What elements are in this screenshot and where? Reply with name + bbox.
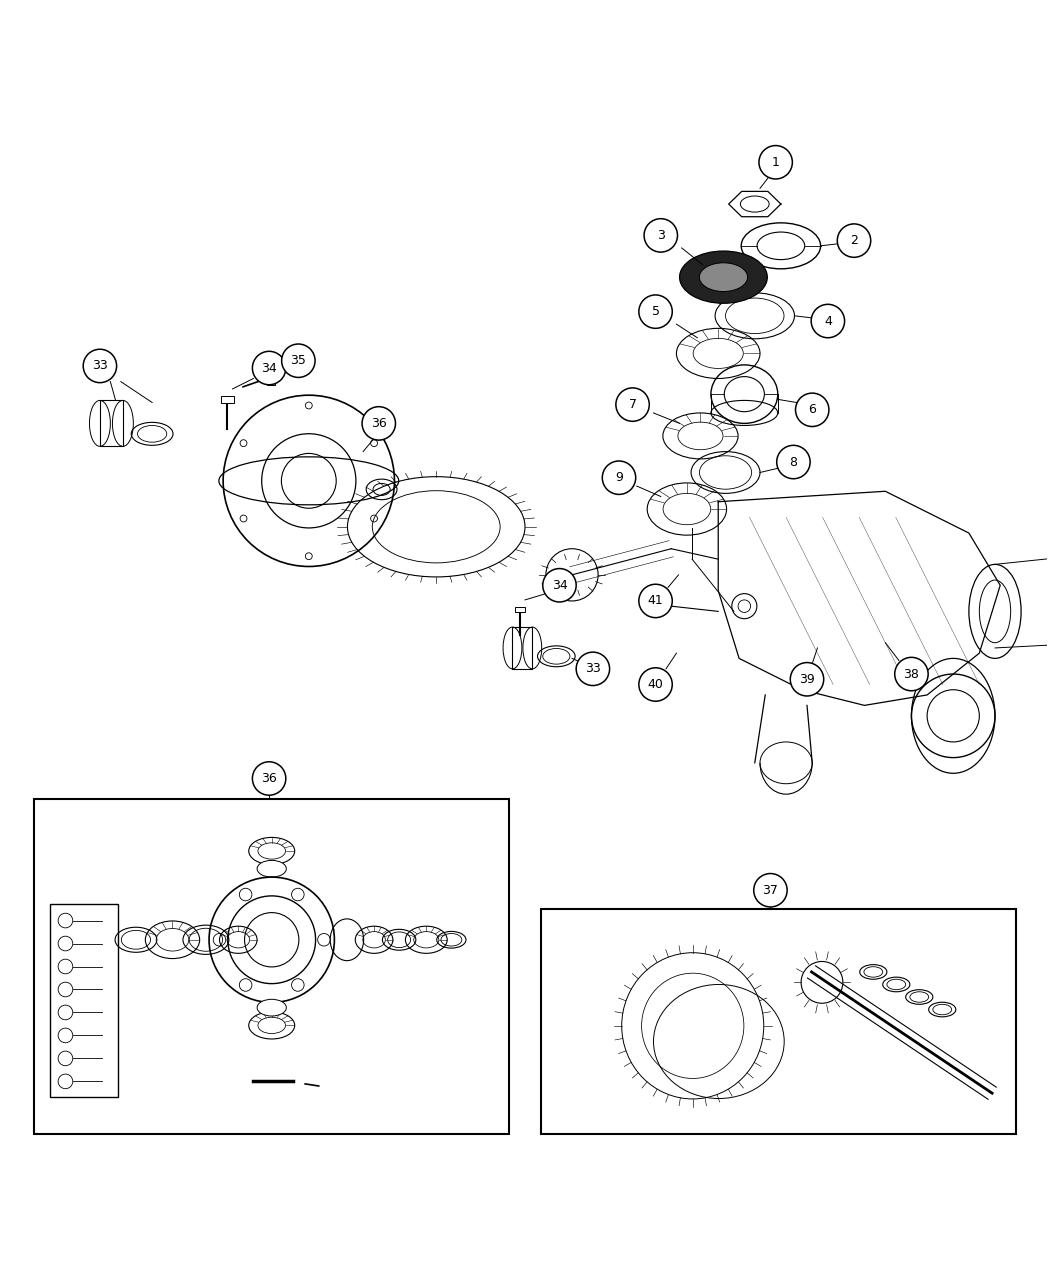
Circle shape — [759, 145, 793, 178]
Text: 34: 34 — [551, 579, 567, 592]
Circle shape — [83, 349, 117, 382]
Text: 9: 9 — [615, 472, 623, 484]
Ellipse shape — [679, 251, 768, 303]
Circle shape — [777, 445, 811, 478]
Bar — [34, 799, 509, 1133]
Circle shape — [638, 668, 672, 701]
Text: 41: 41 — [648, 594, 664, 607]
Text: 4: 4 — [824, 315, 832, 328]
Text: 37: 37 — [762, 884, 778, 896]
Circle shape — [362, 407, 396, 440]
Text: 35: 35 — [291, 354, 307, 367]
Text: 2: 2 — [850, 235, 858, 247]
Bar — [512, 627, 532, 669]
Circle shape — [754, 873, 788, 907]
Text: 39: 39 — [799, 673, 815, 686]
Text: 40: 40 — [648, 678, 664, 691]
Text: 3: 3 — [657, 230, 665, 242]
Bar — [100, 400, 123, 446]
Circle shape — [638, 584, 672, 617]
Ellipse shape — [257, 861, 287, 877]
Bar — [267, 380, 275, 385]
Circle shape — [895, 658, 928, 691]
Circle shape — [252, 761, 286, 796]
Bar — [541, 909, 1016, 1133]
Circle shape — [543, 569, 576, 602]
Text: 36: 36 — [261, 771, 277, 785]
Circle shape — [812, 305, 844, 338]
Text: 7: 7 — [629, 398, 636, 411]
Circle shape — [837, 224, 870, 258]
Circle shape — [796, 393, 828, 427]
Ellipse shape — [699, 263, 748, 292]
Bar — [222, 397, 233, 403]
Bar — [49, 904, 118, 1096]
Text: 34: 34 — [261, 362, 277, 375]
Text: 36: 36 — [371, 417, 386, 430]
Circle shape — [616, 388, 649, 421]
Text: 8: 8 — [790, 455, 797, 468]
Text: 5: 5 — [652, 305, 659, 319]
Ellipse shape — [257, 1000, 287, 1016]
Circle shape — [252, 352, 286, 385]
Circle shape — [791, 663, 823, 696]
Circle shape — [576, 652, 610, 686]
Text: 33: 33 — [585, 662, 601, 676]
Text: 6: 6 — [808, 403, 816, 417]
Circle shape — [603, 462, 635, 495]
Text: 1: 1 — [772, 156, 779, 168]
Circle shape — [281, 344, 315, 377]
Text: 33: 33 — [92, 360, 108, 372]
Circle shape — [638, 295, 672, 329]
Circle shape — [644, 219, 677, 252]
Text: 38: 38 — [903, 668, 920, 681]
Bar — [514, 607, 525, 612]
